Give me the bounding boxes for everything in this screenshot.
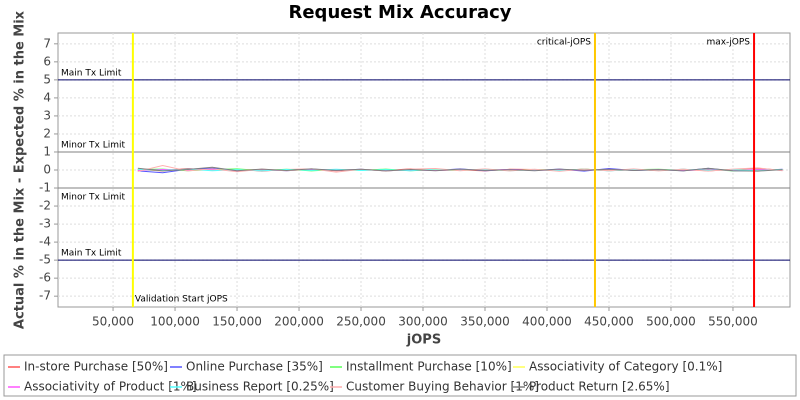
y-tick-label: 0 [43, 163, 51, 177]
y-tick-label: -7 [39, 289, 51, 303]
marker-label: max-jOPS [706, 38, 750, 48]
y-axis-label: Actual % in the Mix - Expected % in the … [13, 10, 28, 329]
legend-label: Installment Purchase [10%] [346, 360, 512, 374]
x-tick-label: 450,000 [584, 315, 634, 329]
x-tick-label: 100,000 [150, 315, 200, 329]
x-tick-label: 550,000 [708, 315, 758, 329]
marker-label: Validation Start jOPS [135, 295, 228, 305]
y-tick-label: -4 [39, 235, 51, 249]
x-tick-label: 300,000 [398, 315, 448, 329]
legend-label: In-store Purchase [50%] [24, 360, 168, 374]
legend-label: Associativity of Category [0.1%] [529, 360, 722, 374]
x-axis-label: jOPS [406, 333, 441, 348]
y-tick-label: 5 [43, 72, 51, 86]
limit-label: Main Tx Limit [61, 68, 122, 78]
legend-label: Customer Buying Behavior [1%] [346, 380, 539, 394]
y-tick-label: 1 [43, 144, 51, 158]
y-tick-label: 3 [43, 108, 51, 122]
y-tick-label: -2 [39, 199, 51, 213]
series-line [137, 166, 783, 172]
y-tick-label: -1 [39, 181, 51, 195]
y-tick-label: 2 [43, 126, 51, 140]
marker-label: critical-jOPS [537, 38, 591, 48]
y-tick-label: 4 [43, 90, 51, 104]
limit-label: Main Tx Limit [61, 249, 122, 259]
y-tick-label: -6 [39, 271, 51, 285]
legend-label: Online Purchase [35%] [186, 360, 323, 374]
x-tick-label: 200,000 [274, 315, 324, 329]
x-tick-label: 400,000 [522, 315, 572, 329]
series-line [137, 164, 783, 173]
y-tick-label: 7 [43, 36, 51, 50]
legend-box [3, 354, 797, 397]
limit-label: Minor Tx Limit [61, 193, 126, 203]
limit-label: Minor Tx Limit [61, 140, 126, 150]
y-tick-label: -5 [39, 253, 51, 267]
x-tick-label: 50,000 [92, 315, 134, 329]
y-tick-label: 6 [43, 54, 51, 68]
legend: In-store Purchase [50%] Online Purchase [… [8, 360, 722, 394]
legend-label: Product Return [2.65%] [529, 380, 670, 394]
x-tick-label: 250,000 [336, 315, 386, 329]
legend-label: Business Report [0.25%] [186, 380, 334, 394]
chart-title: Request Mix Accuracy [288, 2, 511, 23]
legend-label: Associativity of Product [1%] [24, 380, 197, 394]
y-tick-label: -3 [39, 217, 51, 231]
x-tick-label: 500,000 [646, 315, 696, 329]
x-tick-label: 150,000 [212, 315, 262, 329]
x-tick-label: 350,000 [460, 315, 510, 329]
